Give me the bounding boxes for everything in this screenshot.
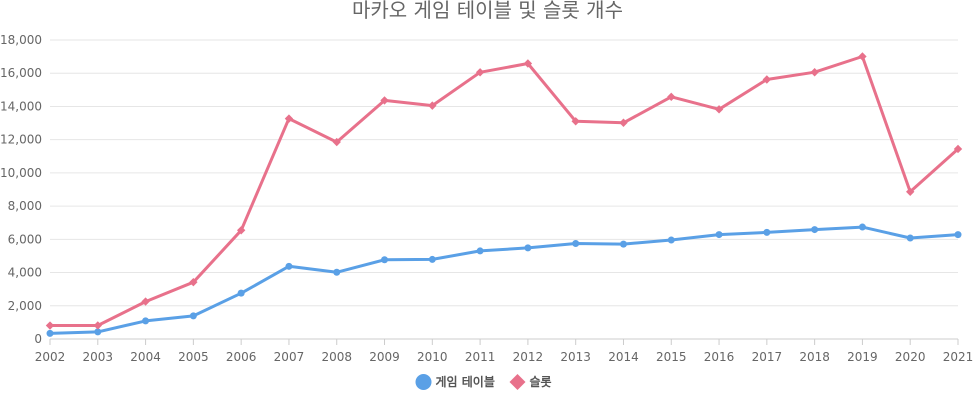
data-point-diamond[interactable] [428,101,437,110]
data-point-circle[interactable] [381,256,389,264]
data-point-circle[interactable] [667,236,675,244]
legend-marker-diamond [509,374,526,390]
data-point-circle[interactable] [524,244,532,252]
x-tick-label: 2010 [417,350,448,364]
series-group [45,52,963,337]
series-line-0 [48,225,960,335]
data-point-circle[interactable] [858,223,866,231]
data-point-circle[interactable] [906,234,914,242]
x-tick-label: 2002 [35,350,66,364]
data-point-diamond[interactable] [858,52,867,61]
data-point-circle[interactable] [285,262,293,270]
data-point-circle[interactable] [619,240,627,248]
data-point-diamond[interactable] [236,226,246,235]
legend-item-1[interactable]: 슬롯 [509,374,552,390]
data-point-circle[interactable] [811,226,819,234]
x-tick-label: 2009 [369,350,400,364]
legend-marker-circle [415,374,432,390]
data-point-diamond[interactable] [667,92,676,102]
y-tick-label: 4,000 [8,266,42,280]
x-tick-label: 2003 [83,350,114,364]
x-tick-label: 2021 [943,350,974,364]
x-tick-label: 2015 [656,350,687,364]
data-point-diamond[interactable] [45,321,55,330]
data-point-diamond[interactable] [906,187,915,196]
data-point-circle[interactable] [476,247,484,255]
x-tick-label: 2004 [130,350,161,364]
legend-label: 슬롯 [530,374,552,389]
x-tick-label: 2020 [895,350,926,364]
data-point-circle[interactable] [46,329,54,337]
data-point-circle[interactable] [954,231,962,239]
x-tick-label: 2006 [226,350,257,364]
data-point-diamond[interactable] [189,277,198,287]
y-tick-label: 8,000 [8,199,42,213]
data-point-diamond[interactable] [953,144,963,154]
x-tick-label: 2014 [608,350,639,364]
x-tick-label: 2012 [513,350,544,364]
data-point-circle[interactable] [572,239,580,247]
legend[interactable]: 게임 테이블 슬롯 [415,374,552,390]
x-tick-label: 2018 [799,350,830,364]
data-point-diamond[interactable] [380,96,389,105]
y-tick-label: 0 [34,332,42,346]
data-point-diamond[interactable] [523,59,533,68]
data-point-circle[interactable] [237,289,245,297]
data-point-diamond[interactable] [762,75,772,84]
data-point-circle[interactable] [763,228,771,236]
axes: 0 2,000 4,000 6,000 8,000 10,000 12,000 14,000 1… [0,33,973,364]
data-point-circle[interactable] [333,268,341,276]
data-point-diamond[interactable] [475,68,485,77]
y-tick-label: 12,000 [0,133,42,147]
y-tick-label: 6,000 [8,232,42,246]
x-tick-label: 2005 [178,350,209,364]
y-tick-label: 18,000 [0,33,42,47]
grid-lines [50,39,958,340]
x-tick-label: 2007 [274,350,305,364]
data-point-circle[interactable] [189,312,197,320]
data-point-diamond[interactable] [810,68,819,77]
data-point-circle[interactable] [142,317,150,325]
data-point-diamond[interactable] [571,117,580,126]
data-point-diamond[interactable] [284,114,294,123]
data-point-diamond[interactable] [619,118,628,127]
data-point-circle[interactable] [94,328,102,336]
data-point-diamond[interactable] [141,297,150,306]
legend-item-0[interactable]: 게임 테이블 [415,374,495,390]
y-tick-label: 10,000 [0,166,42,180]
data-point-circle[interactable] [428,255,436,263]
x-tick-label: 2013 [560,350,591,364]
data-point-diamond[interactable] [93,321,102,330]
x-tick-label: 2017 [752,350,783,364]
data-point-diamond[interactable] [332,137,341,147]
data-point-diamond[interactable] [714,105,724,114]
x-tick-label: 2016 [704,350,735,364]
chart-title: 마카오 게임 테이블 및 슬롯 개수 [352,0,623,22]
x-tick-label: 2011 [465,350,496,364]
series-line-1 [48,55,960,327]
y-tick-label: 16,000 [0,66,42,80]
y-tick-label: 2,000 [8,299,42,313]
legend-label: 게임 테이블 [436,374,495,389]
data-point-circle[interactable] [715,231,723,239]
x-tick-label: 2019 [847,350,878,364]
x-tick-label: 2008 [321,350,352,364]
y-tick-label: 14,000 [0,99,42,113]
